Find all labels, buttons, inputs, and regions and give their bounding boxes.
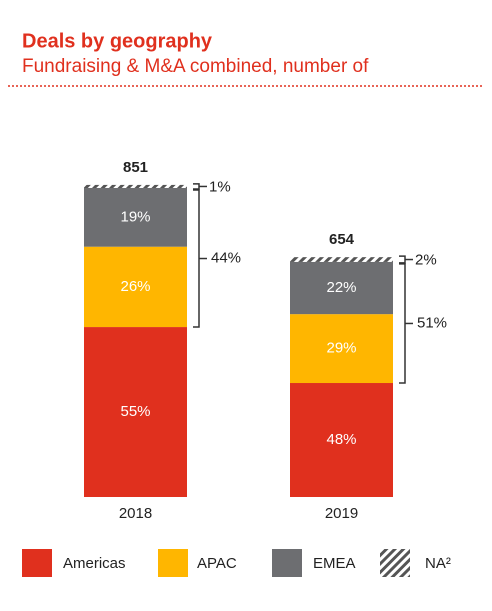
value-label: 22%: [326, 279, 356, 296]
legend-label: APAC: [197, 555, 237, 572]
value-label: 48%: [326, 431, 356, 448]
value-label: 29%: [326, 340, 356, 357]
chart-title: Deals by geography: [22, 30, 213, 52]
legend-label: NA²: [425, 555, 451, 572]
bar-segment: [84, 246, 187, 328]
bar-segment: [290, 261, 393, 315]
x-tick-label: 2018: [119, 505, 152, 522]
x-tick-label: 2019: [325, 505, 358, 522]
total-label: 654: [329, 231, 355, 248]
chart-subtitle: Fundraising & M&A combined, number of: [22, 56, 369, 77]
bracket: [193, 183, 200, 190]
legend-swatch: [22, 549, 52, 577]
legend-label: EMEA: [313, 555, 356, 572]
bracket-label: 2%: [415, 251, 437, 268]
bar-segment: [84, 188, 187, 247]
bracket: [399, 263, 406, 384]
bracket-label: 44%: [211, 249, 241, 266]
bracket-label: 51%: [417, 314, 447, 331]
value-label: 26%: [120, 278, 150, 295]
bracket: [399, 255, 406, 264]
bar-segment: [84, 327, 187, 497]
value-label: 19%: [120, 208, 150, 225]
bar-segment: [290, 314, 393, 384]
legend-swatch: [158, 549, 188, 577]
bracket: [193, 189, 200, 328]
legend-swatch: [380, 549, 410, 577]
bracket-label: 1%: [209, 178, 231, 195]
legend-label: Americas: [63, 555, 126, 572]
total-label: 851: [123, 159, 148, 176]
bar-segment: [290, 257, 393, 262]
value-label: 55%: [120, 403, 150, 420]
bar-segment: [84, 184, 187, 188]
bar-segment: [290, 383, 393, 497]
legend-swatch: [272, 549, 302, 577]
